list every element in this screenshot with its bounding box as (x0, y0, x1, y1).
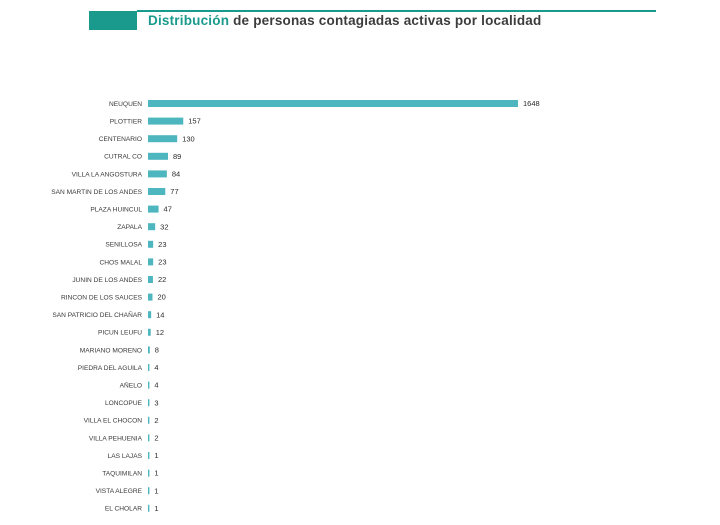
category-label: PIEDRA DEL AGUILA (78, 365, 143, 372)
category-label: SAN PATRICIO DEL CHAÑAR (52, 310, 142, 319)
bar (148, 117, 184, 125)
value-label: 4 (154, 381, 158, 390)
value-label: 89 (173, 152, 181, 161)
bar (148, 364, 150, 371)
category-label: JUNIN DE LOS ANDES (72, 277, 142, 284)
category-label: SAN MARTIN DE LOS ANDES (51, 189, 142, 196)
category-label: PICUN LEUFU (98, 330, 142, 337)
bar (148, 170, 167, 178)
header-rule (137, 10, 656, 12)
value-label: 3 (154, 398, 158, 407)
category-label: TAQUIMILAN (102, 471, 142, 478)
category-label: VISTA ALEGRE (96, 488, 143, 495)
bar (148, 346, 150, 354)
category-label: NEUQUEN (109, 101, 142, 108)
value-label: 20 (157, 293, 165, 302)
category-label: SENILLOSA (105, 242, 142, 249)
value-label: 22 (158, 275, 166, 284)
category-label: EL CHOLAR (105, 506, 142, 513)
value-label: 23 (158, 258, 166, 267)
header-accent-block (89, 11, 137, 30)
bar (148, 504, 150, 512)
category-label: VILLA PEHUENIA (89, 435, 143, 442)
title-rest: de personas contagiadas activas por loca… (229, 13, 542, 28)
value-label: 2 (154, 416, 158, 425)
category-label: CHOS MALAL (99, 259, 142, 266)
bar (148, 434, 150, 442)
bar (148, 416, 150, 424)
bar (148, 240, 154, 248)
bar (148, 205, 159, 213)
page-title: Distribución de personas contagiadas act… (148, 13, 541, 28)
category-label: LONCOPUE (105, 400, 143, 407)
category-label: ZAPALA (117, 224, 142, 231)
value-label: 8 (155, 346, 159, 355)
bar (148, 152, 168, 160)
value-label: 1648 (523, 99, 540, 108)
bar (148, 452, 150, 459)
value-label: 2 (154, 434, 158, 443)
title-accent: Distribución (148, 13, 230, 28)
bar (148, 469, 150, 477)
value-label: 12 (156, 328, 164, 337)
value-label: 1 (154, 504, 158, 513)
bar (148, 135, 178, 143)
bar (148, 258, 154, 266)
value-label: 77 (170, 187, 178, 196)
bar (148, 328, 151, 336)
bar (148, 487, 150, 495)
value-label: 47 (164, 205, 172, 214)
value-label: 1 (154, 469, 158, 478)
value-label: 130 (182, 134, 195, 143)
bar (148, 188, 166, 195)
value-label: 32 (160, 222, 168, 231)
value-label: 14 (156, 310, 164, 319)
bar (148, 399, 150, 407)
value-label: 1 (154, 451, 158, 460)
value-label: 1 (154, 486, 158, 495)
value-label: 157 (188, 117, 201, 126)
value-label: 23 (158, 240, 166, 249)
bar (148, 276, 153, 283)
category-label: PLOTTIER (110, 119, 142, 126)
category-label: MARIANO MORENO (80, 347, 142, 354)
category-label: CENTENARIO (99, 136, 142, 143)
category-label: VILLA LA ANGOSTURA (72, 171, 143, 178)
bar (148, 311, 152, 319)
category-label: PLAZA HUINCUL (90, 207, 142, 214)
category-label: AÑELO (120, 381, 142, 390)
bar (148, 100, 518, 107)
value-label: 84 (172, 170, 180, 179)
category-label: LAS LAJAS (108, 453, 143, 460)
value-label: 4 (154, 363, 158, 372)
bar (148, 223, 156, 231)
category-label: VILLA EL CHOCON (84, 418, 143, 425)
category-label: CUTRAL CO (104, 154, 142, 161)
bar (148, 293, 153, 301)
category-label: RINCON DE LOS SAUCES (61, 295, 143, 302)
bar (148, 381, 150, 389)
